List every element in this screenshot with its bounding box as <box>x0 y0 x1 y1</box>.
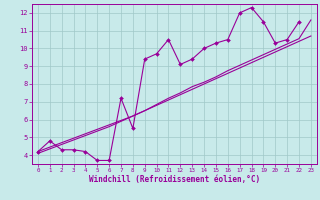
X-axis label: Windchill (Refroidissement éolien,°C): Windchill (Refroidissement éolien,°C) <box>89 175 260 184</box>
